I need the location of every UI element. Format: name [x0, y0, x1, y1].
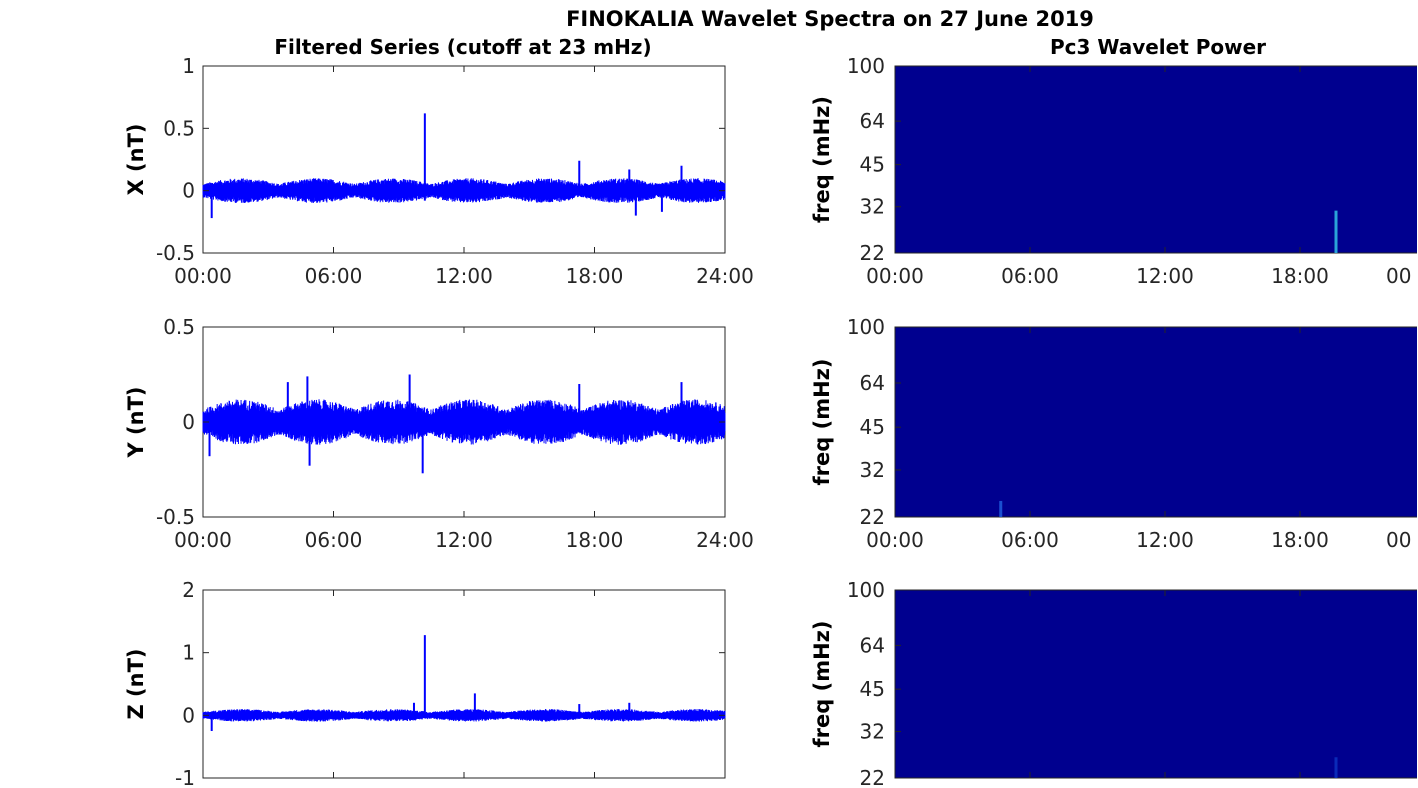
y-ytick-label-1: 0 — [182, 410, 195, 434]
py-ytick-label-3: 64 — [860, 371, 885, 395]
left-column-title: Filtered Series (cutoff at 23 mHz) — [274, 35, 651, 59]
y-series-trace — [202, 399, 726, 445]
px-ytick-label-1: 32 — [860, 195, 885, 219]
right-column-title: Pc3 Wavelet Power — [1050, 35, 1266, 59]
px-ytick-label-0: 22 — [860, 241, 885, 265]
x-ylabel: X (nT) — [124, 124, 148, 196]
pz-power-highlight-0 — [1334, 757, 1338, 778]
x-xtick-label-4: 24:00 — [696, 264, 754, 288]
py-xtick-label-4: 00 — [1386, 528, 1411, 552]
z-plot-area — [202, 589, 726, 779]
py-power-highlight-0 — [999, 500, 1003, 517]
px-ytick-label-3: 64 — [860, 109, 885, 133]
z-ylabel: Z (nT) — [124, 648, 148, 719]
z-series-trace — [202, 709, 726, 722]
py-xtick-label-0: 00:00 — [866, 528, 924, 552]
pz-power-map — [894, 589, 1417, 779]
x-xtick-label-2: 12:00 — [435, 264, 493, 288]
y-ytick-label-0: -0.5 — [156, 505, 195, 529]
y-xtick-label-4: 24:00 — [696, 528, 754, 552]
y-xtick-label-2: 12:00 — [435, 528, 493, 552]
x-plot-area — [202, 65, 726, 254]
px-power-map — [894, 65, 1417, 254]
x-ytick-label-3: 1 — [182, 54, 195, 78]
y-ytick-label-2: 0.5 — [163, 315, 195, 339]
py-ytick-label-0: 22 — [860, 505, 885, 529]
x-ytick-label-1: 0 — [182, 179, 195, 203]
x-series-trace — [202, 178, 726, 204]
pz-ytick-label-1: 32 — [860, 719, 885, 743]
px-xtick-label-4: 00 — [1386, 264, 1411, 288]
y-ylabel: Y (nT) — [124, 387, 148, 459]
px-ytick-label-4: 100 — [847, 54, 885, 78]
py-power-map — [894, 326, 1417, 518]
x-wavelet-power-panel: 22 32 45 64 100 00:00 06:00 12:00 18:00 00 freq (m… — [810, 54, 1417, 288]
y-xtick-label-1: 06:00 — [305, 528, 363, 552]
y-xtick-label-0: 00:00 — [174, 528, 232, 552]
px-xtick-label-2: 12:00 — [1136, 264, 1194, 288]
pz-ytick-label-0: 22 — [860, 766, 885, 788]
z-ytick-label-0: -1 — [175, 766, 195, 788]
pz-ytick-label-2: 45 — [860, 677, 885, 701]
px-ylabel: freq (mHz) — [810, 96, 834, 223]
x-xtick-label-1: 06:00 — [305, 264, 363, 288]
px-xtick-label-3: 18:00 — [1271, 264, 1329, 288]
py-ytick-label-2: 45 — [860, 415, 885, 439]
px-xtick-label-1: 06:00 — [1001, 264, 1059, 288]
py-ytick-label-4: 100 — [847, 315, 885, 339]
px-ytick-label-2: 45 — [860, 153, 885, 177]
x-ytick-label-0: -0.5 — [156, 241, 195, 265]
pz-ylabel: freq (mHz) — [810, 621, 834, 748]
y-series-panel: -0.5 0 0.5 00:00 06:00 12:00 18:00 24:00 Y (nT) — [124, 315, 754, 552]
x-ytick-label-2: 0.5 — [163, 116, 195, 140]
x-xtick-label-0: 00:00 — [174, 264, 232, 288]
figure-title: FINOKALIA Wavelet Spectra on 27 June 201… — [566, 7, 1094, 31]
z-series-panel: -1 0 1 2 Z (nT) — [124, 578, 726, 788]
px-xtick-label-0: 00:00 — [866, 264, 924, 288]
py-xtick-label-2: 12:00 — [1136, 528, 1194, 552]
pz-ytick-label-3: 64 — [860, 633, 885, 657]
x-xtick-label-3: 18:00 — [566, 264, 624, 288]
y-xtick-label-3: 18:00 — [566, 528, 624, 552]
y-wavelet-power-panel: 22 32 45 64 100 00:00 06:00 12:00 18:00 00 freq (m… — [810, 315, 1417, 552]
px-power-highlight-0 — [1334, 210, 1338, 253]
py-ylabel: freq (mHz) — [810, 359, 834, 486]
z-wavelet-power-panel: 22 32 45 64 100 freq (mHz) — [810, 578, 1417, 788]
py-xtick-label-1: 06:00 — [1001, 528, 1059, 552]
pz-ytick-label-4: 100 — [847, 578, 885, 602]
x-series-panel: -0.5 0 0.5 1 00:00 06:00 12:00 18:00 24:00 X (nT) — [124, 54, 754, 288]
z-ytick-label-1: 0 — [182, 703, 195, 727]
z-ytick-label-3: 2 — [182, 578, 195, 602]
z-ytick-label-2: 1 — [182, 641, 195, 665]
py-ytick-label-1: 32 — [860, 458, 885, 482]
py-xtick-label-3: 18:00 — [1271, 528, 1329, 552]
